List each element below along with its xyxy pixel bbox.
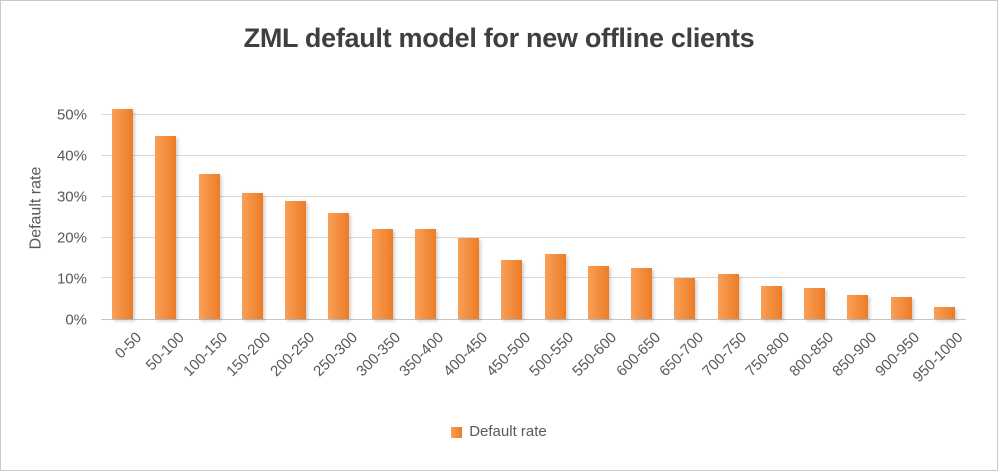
bars [101, 95, 966, 319]
bar-slot [923, 95, 966, 319]
bar-slot [534, 95, 577, 319]
bar-slot [317, 95, 360, 319]
legend-swatch-icon [451, 426, 463, 438]
bar-slot [620, 95, 663, 319]
gridline [101, 195, 966, 197]
x-tick-slot: 150-200 [223, 321, 274, 393]
x-tick-slot: 350-400 [396, 321, 447, 393]
bar [544, 253, 566, 319]
bar [674, 278, 696, 319]
bar [501, 259, 523, 319]
x-tick-slot: 750-800 [742, 321, 793, 393]
y-tick-label: 50% [56, 106, 87, 124]
bar [371, 229, 393, 319]
x-tick-label: 750-800 [742, 329, 794, 380]
x-tick-slot: 500-550 [526, 321, 577, 393]
bar [285, 200, 307, 319]
x-tick-label: 500-550 [526, 329, 578, 380]
y-tick-label: 30% [56, 188, 87, 206]
bar [198, 174, 220, 319]
bar [458, 237, 480, 319]
x-tick-label: 450-500 [482, 329, 534, 380]
x-tick-slot: 550-600 [569, 321, 620, 393]
bar [804, 288, 826, 319]
x-tick-label: 550-600 [569, 329, 621, 380]
bar [760, 286, 782, 319]
x-tick-label: 200-250 [266, 329, 318, 380]
x-tick-slot: 0-50 [101, 321, 144, 393]
x-tick-label: 600-650 [612, 329, 664, 380]
x-tick-slot: 300-350 [353, 321, 404, 393]
x-tick-label: 0-50 [111, 329, 145, 363]
x-tick-label: 100-150 [180, 329, 232, 380]
bar [587, 266, 609, 319]
x-tick-slot: 200-250 [267, 321, 318, 393]
bar [328, 213, 350, 319]
y-tick-label: 20% [56, 229, 87, 247]
bar [155, 135, 177, 319]
x-tick-slot: 850-900 [829, 321, 880, 393]
gridline [101, 114, 966, 116]
x-tick-label: 350-400 [396, 329, 448, 380]
x-tick-label: 700-750 [699, 329, 751, 380]
x-tick-slot: 650-700 [656, 321, 707, 393]
y-tick-label: 0% [65, 311, 87, 329]
gridline [101, 155, 966, 157]
bar [414, 229, 436, 319]
x-tick-slot: 400-450 [440, 321, 491, 393]
x-axis-labels: 0-50 50-100 100-150 150-200 200-250 250-300 30… [101, 321, 966, 393]
x-tick-slot: 700-750 [699, 321, 750, 393]
legend: Default rate [1, 423, 997, 440]
bar-slot [188, 95, 231, 319]
x-tick-label: 800-850 [785, 329, 837, 380]
bar [241, 192, 263, 319]
bar-slot [490, 95, 533, 319]
bar-slot [274, 95, 317, 319]
gridline [101, 236, 966, 238]
x-tick-label: 850-900 [828, 329, 880, 380]
gridline [101, 277, 966, 279]
x-tick-label: 150-200 [223, 329, 275, 380]
bar-slot [707, 95, 750, 319]
bar-slot [404, 95, 447, 319]
bar-slot [836, 95, 879, 319]
bar-slot [231, 95, 274, 319]
bar-slot [750, 95, 793, 319]
bar-slot [793, 95, 836, 319]
x-tick-slot: 600-650 [613, 321, 664, 393]
x-tick-slot: 450-500 [483, 321, 534, 393]
bar-slot [577, 95, 620, 319]
bar-slot [144, 95, 187, 319]
x-tick-label: 400-450 [439, 329, 491, 380]
bar-slot [663, 95, 706, 319]
legend-label: Default rate [469, 423, 547, 440]
bar-slot [361, 95, 404, 319]
bar [933, 306, 955, 319]
chart-title: ZML default model for new offline client… [243, 23, 755, 53]
x-tick-slot: 800-850 [786, 321, 837, 393]
bar [717, 274, 739, 319]
x-tick-slot: 100-150 [180, 321, 231, 393]
x-tick-slot: 950-1000 [910, 321, 967, 393]
y-tick-label: 40% [56, 147, 87, 165]
bar [112, 109, 134, 319]
y-tick-label: 10% [56, 270, 87, 288]
x-tick-label: 250-300 [309, 329, 361, 380]
bar [631, 268, 653, 319]
x-tick-slot: 250-300 [310, 321, 361, 393]
bar [890, 296, 912, 319]
bar-slot [447, 95, 490, 319]
y-axis-labels: 0% 10% 20% 30% 40% 50% [1, 95, 93, 329]
plot-area [101, 95, 966, 320]
bar-slot [880, 95, 923, 319]
x-tick-slot: 50-100 [143, 321, 188, 393]
x-tick-label: 300-350 [353, 329, 405, 380]
x-tick-label: 650-700 [655, 329, 707, 380]
x-tick-slot: 900-950 [872, 321, 923, 393]
bar-slot [101, 95, 144, 319]
bar [847, 294, 869, 319]
